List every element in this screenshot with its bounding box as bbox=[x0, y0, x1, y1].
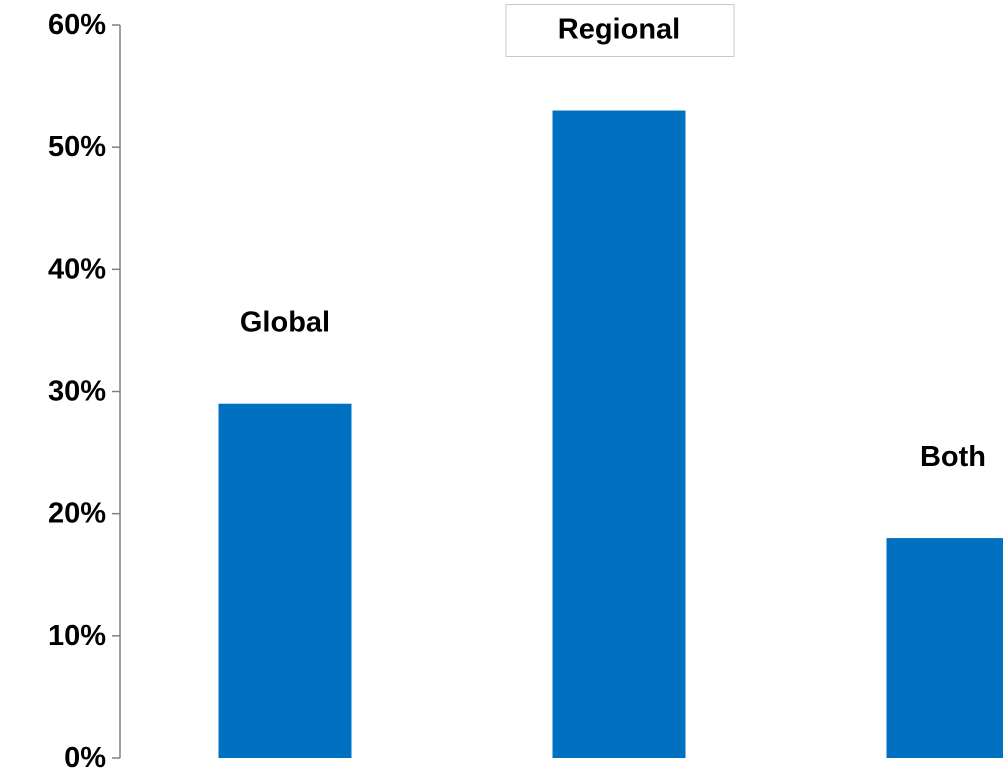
y-tick-label: 10% bbox=[48, 620, 106, 652]
bar bbox=[886, 538, 1003, 758]
y-tick-label: 30% bbox=[48, 376, 106, 408]
bar-labels: Global Regional Both bbox=[240, 4, 986, 473]
y-tick-label: 40% bbox=[48, 253, 106, 285]
bar-label: Both bbox=[920, 441, 986, 473]
y-axis: 0% 10% 20% 30% 40% 50% 60% bbox=[48, 9, 121, 773]
y-tick-label: 0% bbox=[64, 742, 106, 773]
bars bbox=[218, 110, 1003, 759]
y-tick-label: 20% bbox=[48, 498, 106, 530]
y-tick-label: 50% bbox=[48, 131, 106, 163]
bar-label: Regional bbox=[558, 14, 680, 46]
bar-label: Global bbox=[240, 307, 330, 339]
bar bbox=[218, 403, 352, 758]
bar bbox=[552, 110, 686, 759]
y-tick-label: 60% bbox=[48, 9, 106, 41]
bar-label-box bbox=[505, 4, 735, 58]
